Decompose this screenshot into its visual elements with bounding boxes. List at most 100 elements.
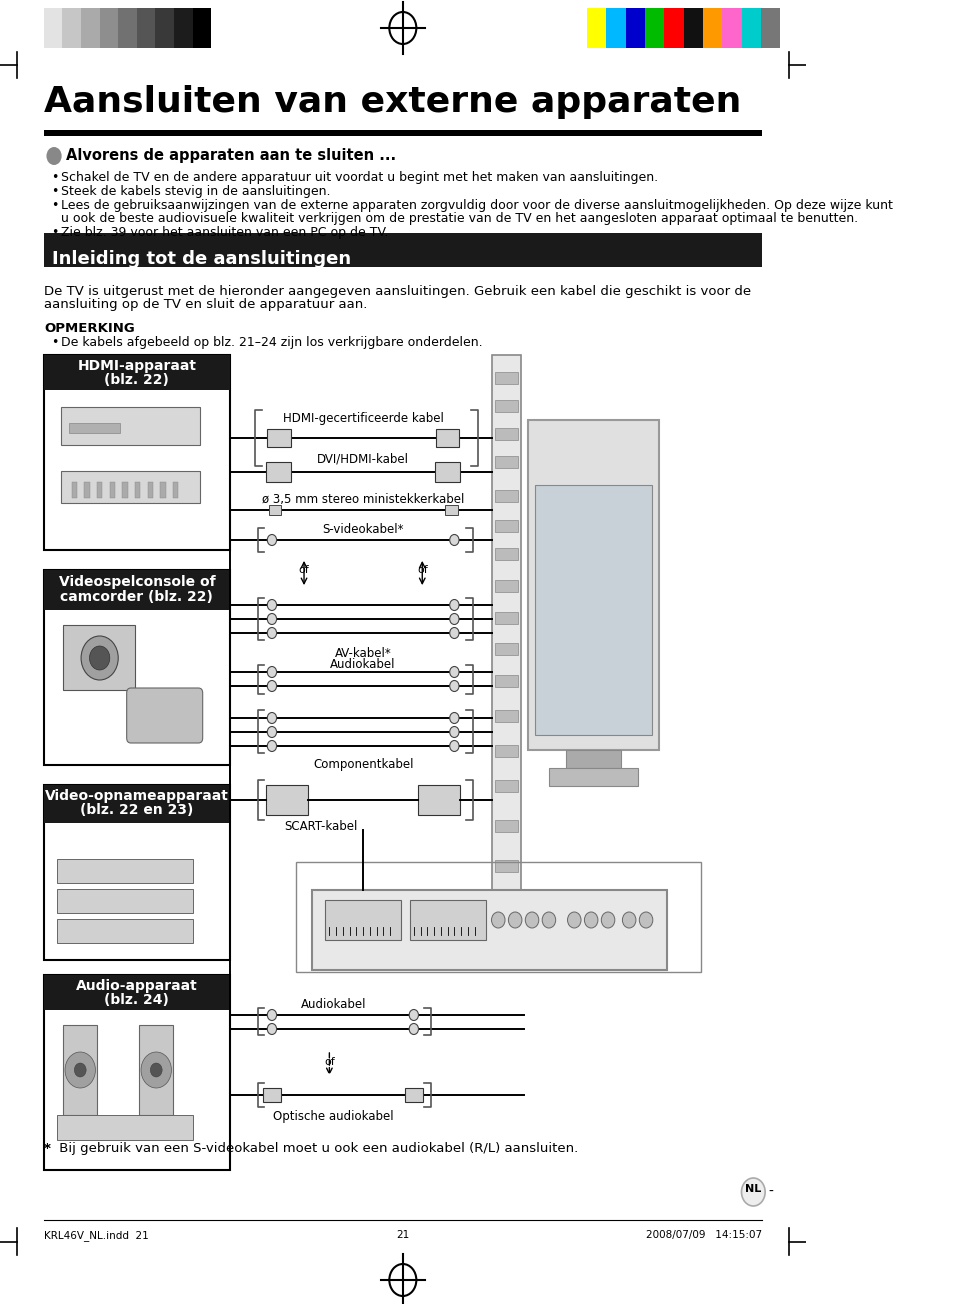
Circle shape <box>267 1009 276 1021</box>
Bar <box>44 785 230 823</box>
Text: Schakel de TV en de andere apparatuur uit voordat u begint met het maken van aan: Schakel de TV en de andere apparatuur ui… <box>61 171 658 184</box>
Circle shape <box>90 645 110 670</box>
Text: Videospelconsole of: Videospelconsole of <box>58 575 214 589</box>
Circle shape <box>267 627 276 639</box>
Text: Optische audiokabel: Optische audiokabel <box>273 1110 394 1123</box>
Text: •: • <box>51 226 58 239</box>
Bar <box>495 861 517 872</box>
Text: •: • <box>51 200 58 213</box>
Bar <box>122 482 128 498</box>
Text: •: • <box>51 171 58 184</box>
Bar <box>269 505 281 515</box>
Bar <box>495 675 517 687</box>
Text: of: of <box>416 565 427 575</box>
Bar <box>44 570 230 765</box>
Circle shape <box>65 1052 95 1088</box>
Bar <box>267 429 291 447</box>
Bar <box>325 900 400 940</box>
Bar <box>491 355 520 960</box>
Text: Audiokabel: Audiokabel <box>330 659 395 672</box>
Text: SCART-kabel: SCART-kabel <box>284 820 357 833</box>
Text: (blz. 24): (blz. 24) <box>104 994 169 1007</box>
Text: •: • <box>51 336 58 349</box>
Bar <box>61 407 200 445</box>
Circle shape <box>740 1178 764 1206</box>
Bar <box>683 8 702 48</box>
Bar <box>44 355 230 550</box>
Circle shape <box>600 911 614 928</box>
Bar <box>625 8 644 48</box>
Circle shape <box>567 911 580 928</box>
Bar <box>527 420 658 750</box>
Circle shape <box>449 600 458 610</box>
Bar <box>262 1088 281 1102</box>
Bar <box>99 8 118 48</box>
Circle shape <box>584 911 598 928</box>
Bar <box>565 750 620 768</box>
Circle shape <box>267 666 276 678</box>
Bar <box>663 8 683 48</box>
Text: AV-kabel*: AV-kabel* <box>335 647 391 660</box>
Bar <box>495 709 517 722</box>
Bar <box>644 8 663 48</box>
Bar <box>136 8 155 48</box>
Bar <box>155 8 173 48</box>
Bar <box>548 768 637 786</box>
Circle shape <box>491 911 504 928</box>
Bar <box>606 8 625 48</box>
Bar <box>495 548 517 559</box>
Text: of: of <box>298 565 309 575</box>
Circle shape <box>508 911 521 928</box>
Bar <box>495 490 517 502</box>
Circle shape <box>74 1063 86 1077</box>
Text: Aansluiten van externe apparaten: Aansluiten van externe apparaten <box>44 85 740 119</box>
Bar <box>193 8 211 48</box>
Circle shape <box>449 666 458 678</box>
Bar <box>495 780 517 792</box>
Bar <box>44 975 230 1011</box>
Text: *  Bij gebruik van een S-videokabel moet u ook een audiokabel (R/L) aansluiten.: * Bij gebruik van een S-videokabel moet … <box>44 1142 578 1155</box>
Bar <box>71 482 77 498</box>
Circle shape <box>267 1024 276 1034</box>
FancyBboxPatch shape <box>127 689 202 743</box>
Bar <box>495 456 517 468</box>
Bar <box>409 900 485 940</box>
Bar <box>760 8 780 48</box>
Bar <box>495 428 517 439</box>
Text: S-videokabel*: S-videokabel* <box>322 523 403 536</box>
Text: De kabels afgebeeld op blz. 21–24 zijn los verkrijgbare onderdelen.: De kabels afgebeeld op blz. 21–24 zijn l… <box>61 336 482 349</box>
Text: -: - <box>768 1185 773 1198</box>
Text: DVI/HDMI-kabel: DVI/HDMI-kabel <box>316 452 409 466</box>
Text: Video-opnameapparaat: Video-opnameapparaat <box>45 789 229 803</box>
Circle shape <box>267 681 276 691</box>
Text: Audiokabel: Audiokabel <box>300 998 366 1011</box>
Bar <box>586 8 606 48</box>
Bar <box>44 355 230 390</box>
Text: Audio-apparaat: Audio-apparaat <box>76 979 197 994</box>
Bar <box>135 482 140 498</box>
Circle shape <box>449 712 458 724</box>
Bar <box>435 462 459 482</box>
Bar <box>44 130 760 136</box>
Bar <box>702 8 721 48</box>
Bar <box>404 1088 423 1102</box>
Circle shape <box>541 911 555 928</box>
Text: Inleiding tot de aansluitingen: Inleiding tot de aansluitingen <box>52 250 351 269</box>
Circle shape <box>449 627 458 639</box>
Circle shape <box>151 1063 162 1077</box>
Bar <box>63 625 135 690</box>
Text: *: * <box>44 1142 51 1155</box>
Bar <box>313 891 666 970</box>
Bar <box>57 889 193 913</box>
Text: HDMI-gecertificeerde kabel: HDMI-gecertificeerde kabel <box>282 412 443 425</box>
Bar <box>63 8 81 48</box>
Text: (blz. 22): (blz. 22) <box>104 373 169 387</box>
Circle shape <box>525 911 538 928</box>
Text: Zie blz. 39 voor het aansluiten van een PC op de TV.: Zie blz. 39 voor het aansluiten van een … <box>61 226 388 239</box>
Circle shape <box>267 535 276 545</box>
Bar <box>266 462 291 482</box>
Bar <box>70 422 120 433</box>
Text: NL: NL <box>744 1184 760 1194</box>
Bar <box>63 1025 97 1115</box>
Bar <box>495 940 517 952</box>
